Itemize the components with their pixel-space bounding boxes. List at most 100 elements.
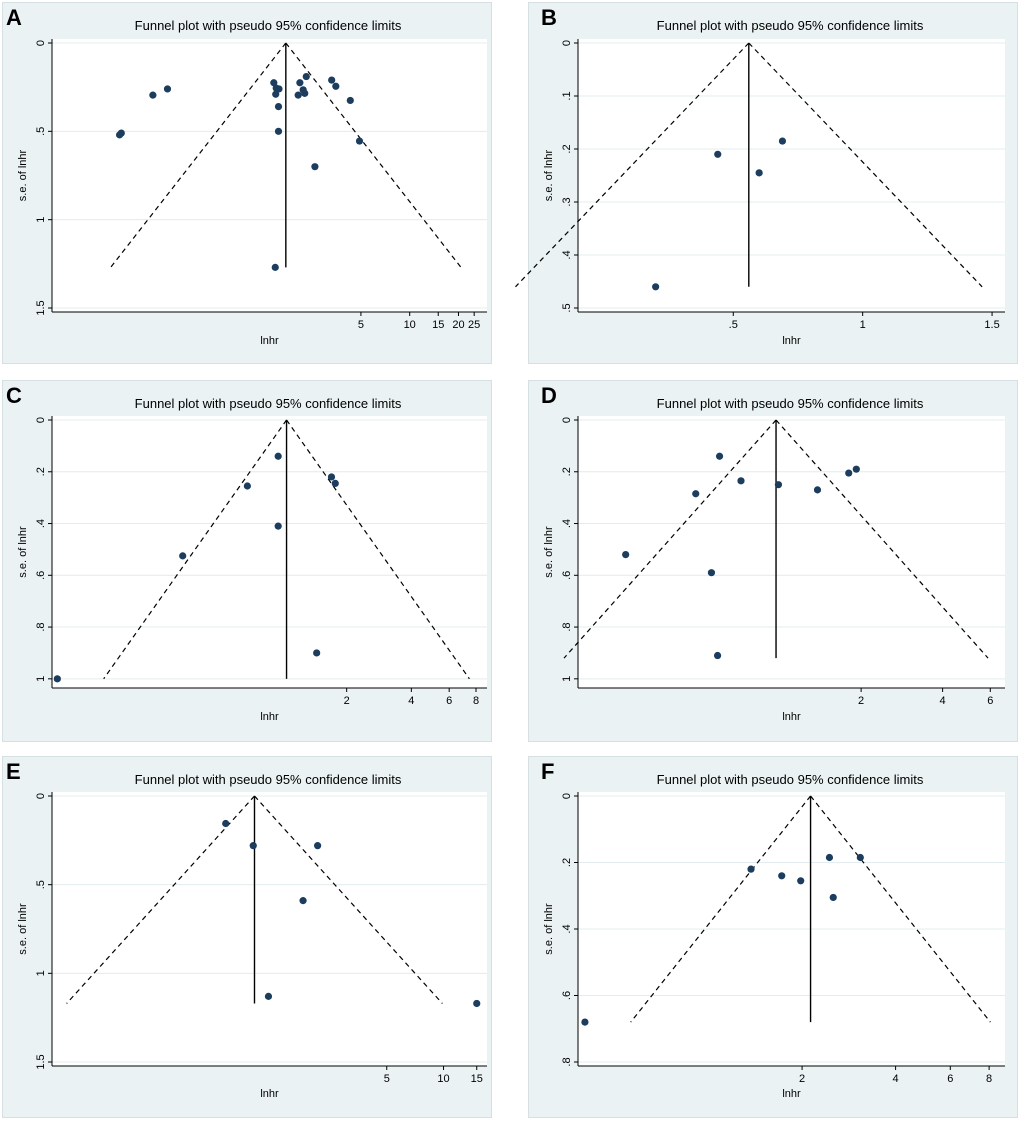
study-point [778, 137, 787, 145]
y-tick-label: 1 [35, 676, 47, 682]
panel-letter: F [541, 759, 555, 784]
study-point [331, 479, 339, 488]
study-point [355, 137, 364, 145]
plot-area [578, 39, 1005, 312]
panel-letter: A [6, 5, 22, 30]
y-tick-label: .4 [561, 250, 573, 259]
study-point [117, 129, 125, 137]
y-tick-label: .6 [35, 571, 47, 580]
plot-area [578, 416, 1005, 688]
y-tick-label: .2 [561, 858, 573, 867]
x-tick-label: 4 [408, 695, 414, 707]
study-point [652, 283, 660, 291]
study-point [274, 452, 282, 460]
chart-title: Funnel plot with pseudo 95% confidence l… [134, 772, 402, 787]
y-tick-label: .5 [561, 303, 573, 312]
y-tick-label: .1 [561, 91, 573, 100]
study-point [813, 486, 822, 494]
study-point [797, 877, 805, 885]
study-point [163, 85, 172, 93]
study-point [714, 150, 722, 158]
x-tick-label: 6 [987, 695, 993, 707]
plot-area [52, 792, 487, 1066]
study-point [713, 651, 722, 660]
study-point [222, 819, 230, 828]
x-tick-label: 5 [358, 319, 364, 331]
y-tick-label: 0 [561, 417, 573, 423]
study-point [707, 569, 716, 577]
x-tick-label: 15 [432, 319, 444, 331]
funnel-left-limit [110, 42, 287, 268]
panel-letter: D [541, 383, 557, 408]
y-tick-label: 0 [35, 40, 47, 46]
study-point [274, 522, 282, 530]
funnel-left-limit [515, 42, 750, 288]
x-tick-label: 2 [799, 1073, 805, 1085]
y-tick-label: 0 [561, 793, 573, 799]
x-axis-label: lnhr [260, 1088, 279, 1100]
study-point [243, 482, 251, 490]
study-point [274, 127, 283, 135]
y-axis-label: s.e. of lnhr [17, 526, 29, 578]
y-axis-label: s.e. of lnhr [543, 526, 555, 578]
y-tick-label: .6 [561, 991, 573, 1000]
study-point [755, 169, 763, 177]
y-tick-label: 1 [35, 970, 47, 976]
x-tick-label: .5 [729, 319, 738, 331]
plot-area [52, 39, 487, 312]
y-tick-label: .8 [35, 622, 47, 631]
y-axis-label: s.e. of lnhr [543, 903, 555, 955]
study-point [778, 872, 786, 880]
x-tick-label: 2 [858, 695, 864, 707]
study-point [856, 853, 864, 862]
study-point [692, 490, 700, 498]
y-tick-label: 1 [561, 676, 573, 682]
funnel-left-limit [66, 795, 255, 1004]
panel-letter: E [6, 759, 21, 784]
study-point [299, 897, 307, 905]
y-tick-label: 1.5 [35, 1054, 47, 1069]
x-axis-label: lnhr [782, 711, 801, 723]
study-point [825, 853, 834, 862]
y-axis-label: s.e. of lnhr [17, 903, 29, 955]
chart-title: Funnel plot with pseudo 95% confidence l… [656, 18, 924, 33]
y-tick-label: 1 [35, 217, 47, 223]
x-tick-label: 10 [404, 319, 416, 331]
study-point [845, 469, 853, 477]
plot-area [52, 416, 487, 688]
y-tick-label: 0 [35, 417, 47, 423]
funnel-right-limit [285, 42, 462, 268]
y-axis-label: s.e. of lnhr [543, 149, 555, 201]
y-tick-label: 1.5 [35, 300, 47, 315]
study-point [737, 477, 745, 485]
study-point [346, 96, 354, 105]
y-tick-label: .6 [561, 571, 573, 580]
x-tick-label: 8 [473, 695, 479, 707]
funnel-left-limit [630, 795, 812, 1023]
chart-title: Funnel plot with pseudo 95% confidence l… [656, 396, 924, 411]
study-point [747, 865, 755, 873]
study-point [311, 163, 319, 171]
y-tick-label: .2 [561, 467, 573, 476]
y-tick-label: .2 [35, 467, 47, 476]
study-point [275, 85, 283, 93]
study-point [328, 76, 336, 84]
x-axis-label: lnhr [782, 335, 801, 347]
y-tick-label: .8 [561, 1057, 573, 1066]
y-tick-label: 0 [561, 40, 573, 46]
study-point [829, 893, 837, 902]
y-tick-label: 0 [35, 793, 47, 799]
y-axis-label: s.e. of lnhr [17, 149, 29, 201]
panel-letter: B [541, 5, 557, 30]
study-point [53, 675, 61, 683]
funnel-right-limit [254, 795, 443, 1004]
study-point [249, 842, 257, 850]
funnel-right-limit [748, 42, 983, 288]
x-tick-label: 6 [446, 695, 452, 707]
study-point [296, 79, 304, 87]
x-tick-label: 4 [940, 695, 946, 707]
y-tick-label: .5 [35, 880, 47, 889]
chart-title: Funnel plot with pseudo 95% confidence l… [656, 772, 924, 787]
study-point [301, 89, 309, 97]
